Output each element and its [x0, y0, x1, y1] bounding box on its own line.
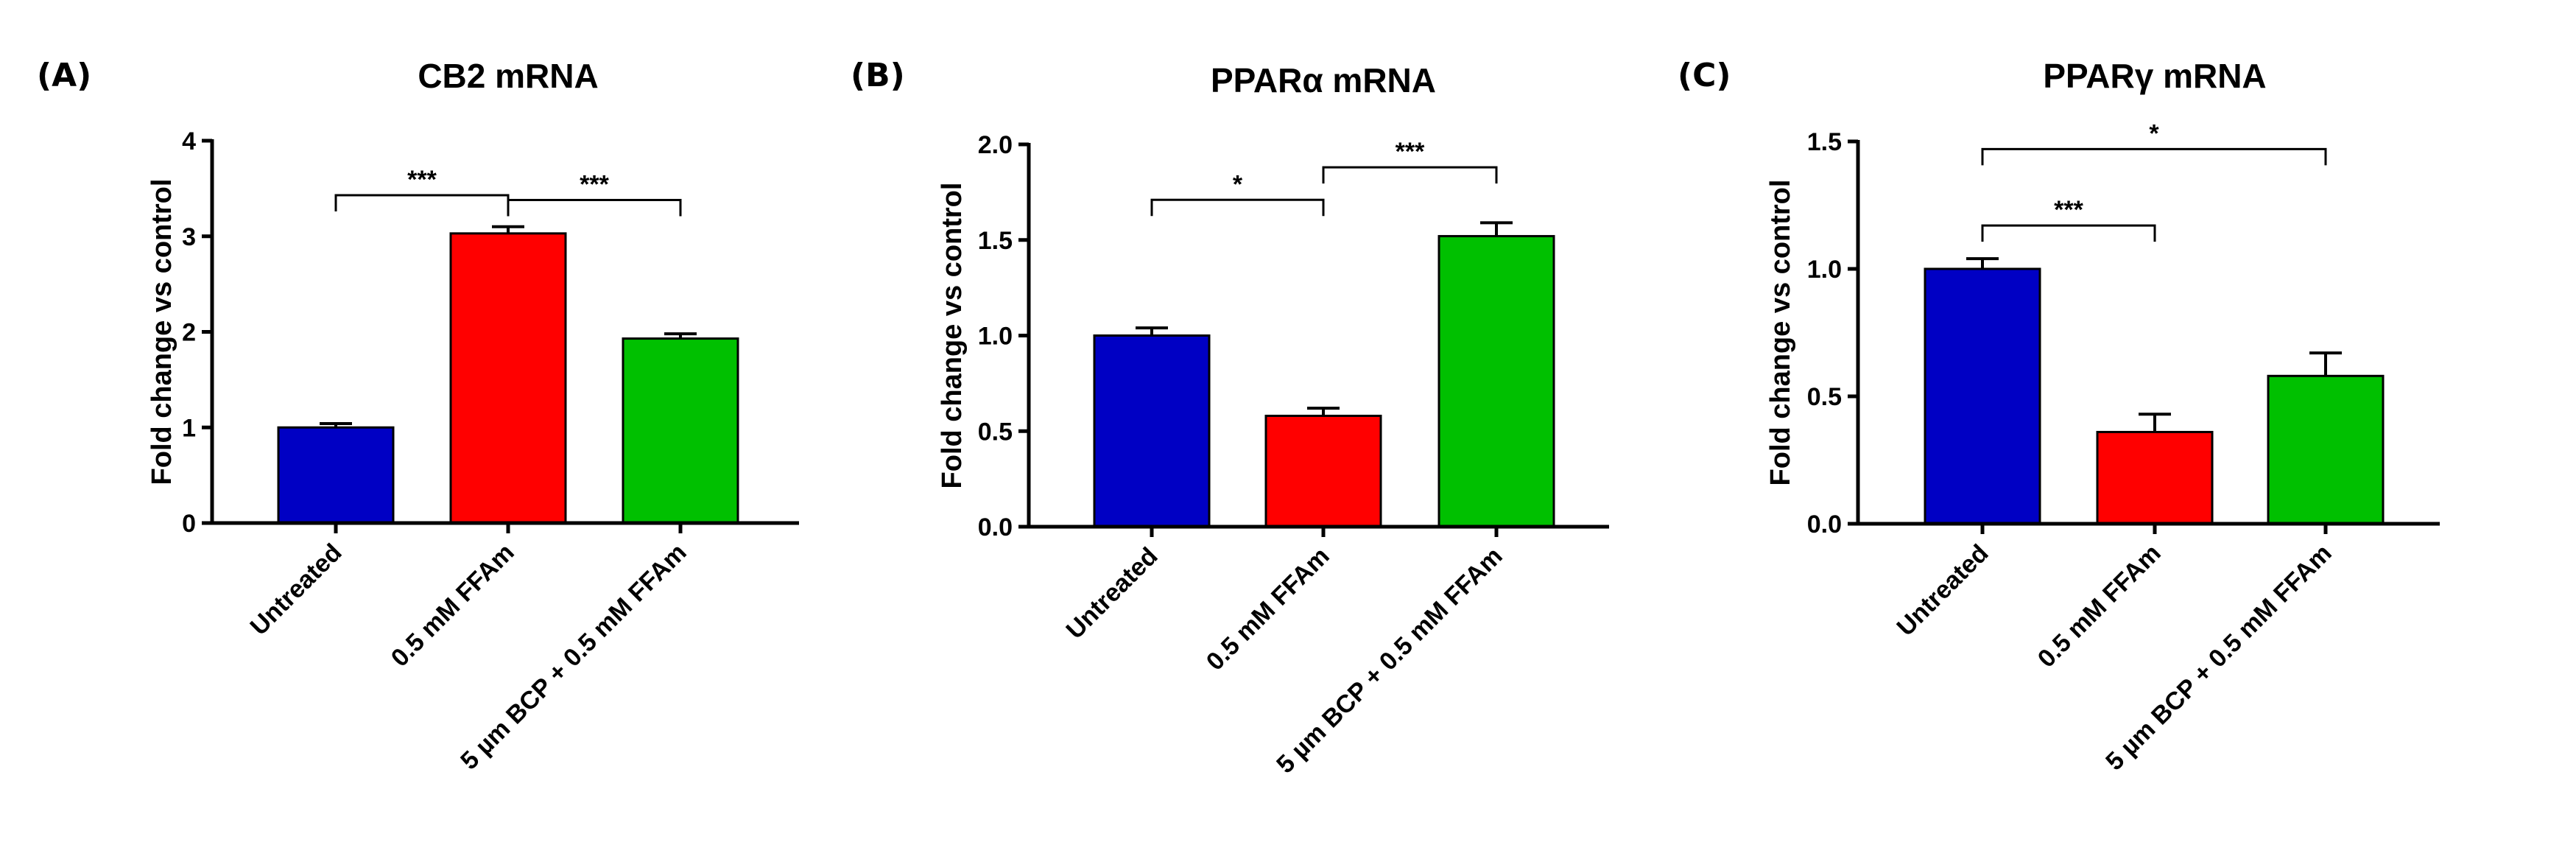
y-tick-label: 0: [182, 510, 196, 538]
significance-bracket: [1322, 166, 1498, 184]
chart-title: PPARα mRNA: [1211, 61, 1436, 99]
chart-panel-3: (C) PPARγ mRNA Fold change vs control 0.0 0.…: [1678, 57, 2440, 776]
y-axis-label: Fold change vs control: [147, 179, 177, 485]
y-tick-label: 0.0: [978, 513, 1013, 541]
bar-2: [1264, 414, 1382, 528]
significance-bracket: [1981, 224, 2156, 242]
x-tick-label: Untreated: [245, 538, 348, 641]
y-tick-label: 1.5: [978, 227, 1013, 255]
x-tick-label: 0.5 mM FFAm: [2033, 539, 2167, 673]
y-tick-label: 0.5: [1807, 383, 1842, 411]
bar-3: [1437, 235, 1555, 528]
y-tick-label: 4: [182, 127, 196, 155]
y-tick-label: 1.5: [1807, 128, 1842, 156]
x-tick-label: 0.5 mM FFAm: [1201, 542, 1335, 676]
bar-3: [2267, 374, 2385, 525]
significance-label: ***: [580, 170, 609, 198]
significance-bracket: [1981, 147, 2327, 166]
bar-2: [2096, 430, 2214, 525]
y-tick-label: 1: [182, 414, 196, 442]
significance-bracket: [507, 198, 682, 217]
chart-title: PPARγ mRNA: [2043, 57, 2266, 95]
bar-1: [1924, 267, 2041, 525]
significance-bracket: [1150, 198, 1325, 217]
y-axis-label: Fold change vs control: [1765, 180, 1796, 486]
panel-letter: (B): [851, 57, 905, 94]
bar-1: [277, 426, 395, 525]
significance-label: ***: [2054, 196, 2083, 224]
significance-label: ***: [407, 166, 437, 194]
y-tick-label: 2: [182, 319, 196, 347]
significance-label: *: [1233, 170, 1243, 198]
significance-bracket: [334, 194, 510, 211]
chart-panel-2: (B) PPARα mRNA Fold change vs control 0.0 0.…: [851, 57, 1609, 779]
y-tick-label: 3: [182, 223, 196, 251]
y-tick-label: 2.0: [978, 131, 1013, 159]
x-tick-label: 0.5 mM FFAm: [386, 538, 520, 673]
x-tick-label: Untreated: [1061, 542, 1164, 645]
chart-title: CB2 mRNA: [418, 57, 598, 95]
panel-letter: (C): [1678, 57, 1731, 94]
significance-label: ***: [1396, 138, 1425, 166]
bar-1: [1093, 334, 1211, 528]
y-tick-label: 1.0: [1807, 256, 1842, 284]
bar-2: [449, 232, 567, 525]
bar-3: [622, 337, 739, 525]
y-tick-label: 0.0: [1807, 511, 1842, 538]
y-tick-label: 1.0: [978, 323, 1013, 351]
y-tick-label: 0.5: [978, 418, 1013, 446]
significance-label: *: [2149, 119, 2159, 147]
y-axis-label: Fold change vs control: [937, 183, 968, 489]
panel-letter: (A): [37, 57, 91, 94]
x-tick-label: Untreated: [1892, 539, 1994, 642]
